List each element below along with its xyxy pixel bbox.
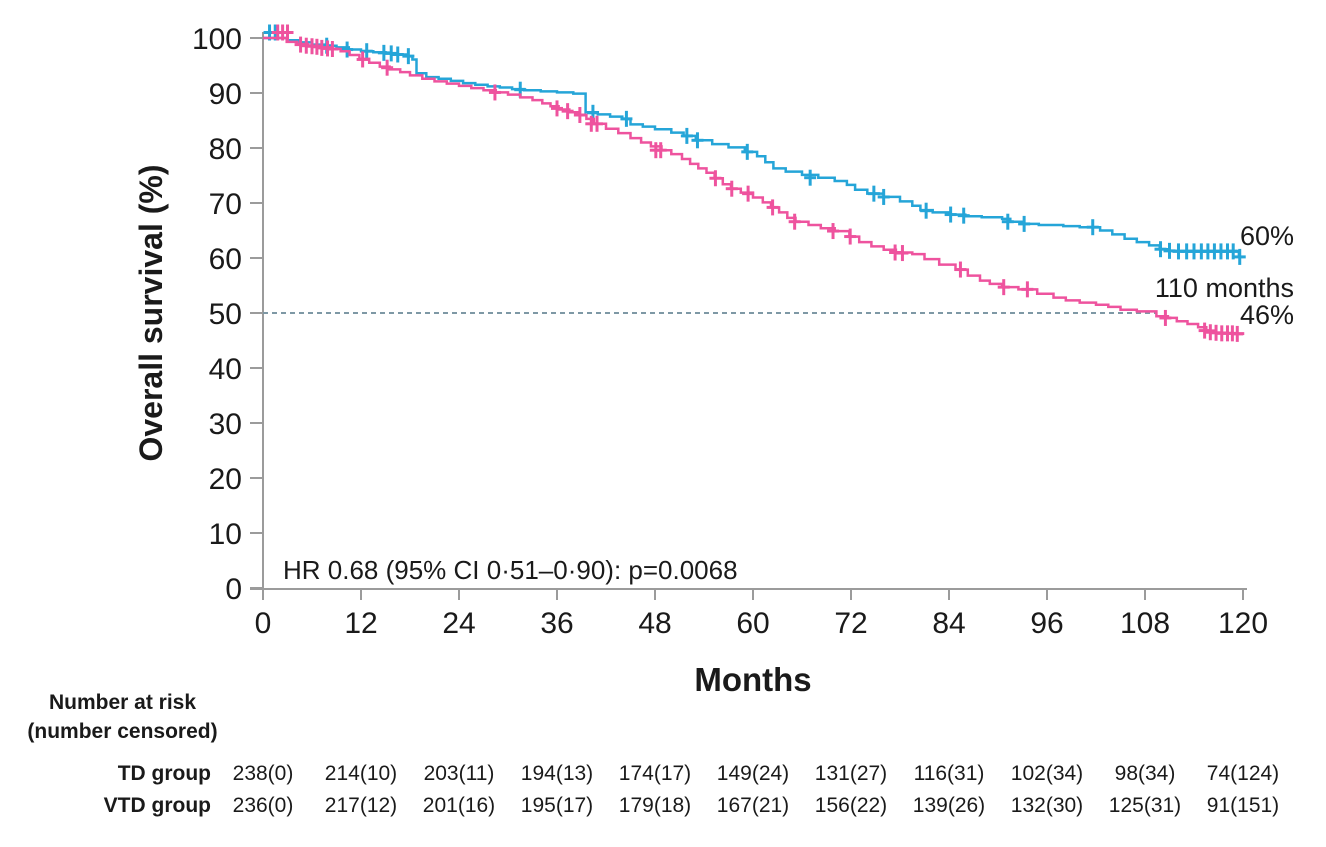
y-tick-label: 20	[209, 463, 242, 496]
axes: 0 10 20 30 40 50 60 70 80 90 100 0 12 24 36 48 60 72 84 96 1…	[192, 23, 1268, 640]
y-tick-label: 60	[209, 243, 242, 276]
y-tick-label: 40	[209, 353, 242, 386]
y-tick-label: 90	[209, 78, 242, 111]
blue-curve-end-label: 60%	[1240, 221, 1294, 251]
y-tick-label: 50	[209, 298, 242, 331]
median-time-annotation: 110 months	[1155, 273, 1294, 303]
x-tick-label: 84	[932, 607, 965, 640]
y-axis-label: Overall survival (%)	[133, 164, 169, 461]
x-tick-label: 120	[1218, 607, 1268, 640]
x-tick-label: 12	[344, 607, 377, 640]
y-tick-label: 80	[209, 133, 242, 166]
y-tick-label: 70	[209, 188, 242, 221]
hr-annotation: HR 0.68 (95% CI 0·51–0·90): p=0.0068	[283, 555, 738, 585]
x-tick-label: 36	[540, 607, 573, 640]
survival-curve-blue	[263, 36, 1245, 259]
survival-curve-pink	[263, 36, 1245, 335]
y-tick-label: 10	[209, 518, 242, 551]
x-tick-label: 108	[1120, 607, 1170, 640]
survival-curves	[263, 24, 1246, 342]
x-tick-label: 60	[736, 607, 769, 640]
x-tick-label: 96	[1030, 607, 1063, 640]
pink-curve-end-label: 46%	[1240, 300, 1294, 330]
x-tick-label: 24	[442, 607, 475, 640]
x-tick-label: 72	[834, 607, 867, 640]
x-tick-label: 48	[638, 607, 671, 640]
y-tick-label: 30	[209, 408, 242, 441]
y-tick-label: 100	[192, 23, 242, 56]
y-tick-label: 0	[225, 573, 242, 606]
x-axis-label: Months	[694, 661, 811, 698]
x-tick-label: 0	[255, 607, 272, 640]
